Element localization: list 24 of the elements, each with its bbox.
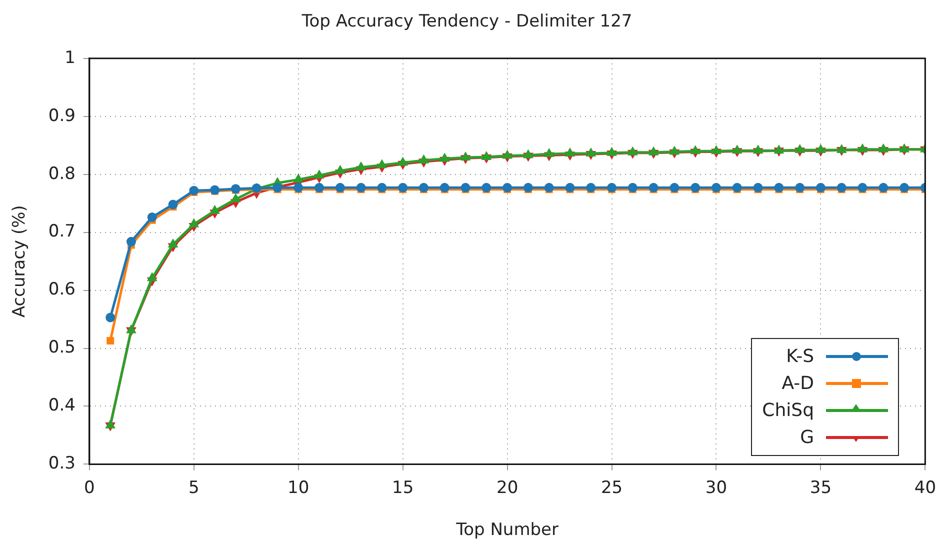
chart-title: Top Accuracy Tendency - Delimiter 127 <box>300 12 632 32</box>
x-tick-label: 25 <box>600 478 623 498</box>
legend-label: A-D <box>782 373 814 394</box>
y-tick-label: 0.8 <box>48 164 76 184</box>
legend-label: K-S <box>786 346 814 368</box>
legend-label: ChiSq <box>762 400 814 422</box>
x-tick-label: 35 <box>810 478 832 498</box>
x-tick-label: 0 <box>84 478 95 498</box>
x-tick-label: 20 <box>496 478 518 498</box>
y-tick-label: 0.5 <box>48 338 76 358</box>
legend-label: G <box>800 427 814 448</box>
x-axis-title: Top Number <box>455 520 559 540</box>
x-tick-label: 40 <box>914 478 936 498</box>
y-tick-label: 1 <box>64 48 76 68</box>
x-tick-label: 10 <box>288 478 310 498</box>
y-tick-label: 0.7 <box>48 222 76 242</box>
y-tick-label: 0.6 <box>48 280 76 300</box>
y-tick-label: 0.4 <box>48 396 76 416</box>
x-tick-label: 15 <box>392 478 414 498</box>
x-tick-label: 5 <box>188 478 200 498</box>
y-tick-label: 0.9 <box>48 106 76 126</box>
y-axis-title: Accuracy (%) <box>10 205 30 318</box>
y-tick-label: 0.3 <box>48 454 76 474</box>
x-tick-label: 30 <box>705 478 728 498</box>
